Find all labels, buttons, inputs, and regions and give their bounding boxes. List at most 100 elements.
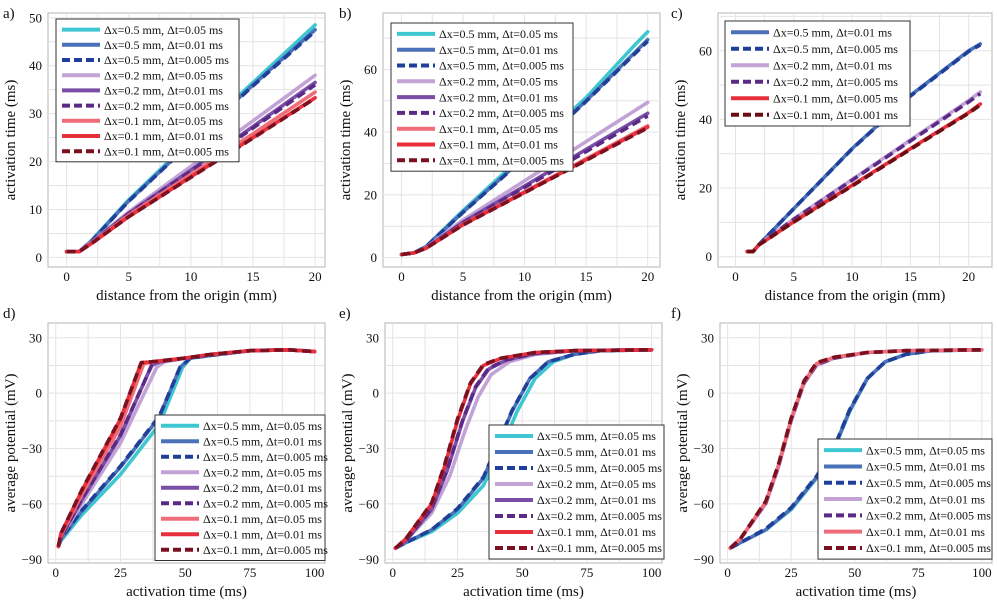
legend-entry-label: Δx=0.5 mm, Δt=0.05 ms — [203, 419, 322, 433]
series-line — [747, 103, 982, 254]
legend-entry-label: Δx=0.1 mm, Δt=0.005 ms — [773, 91, 898, 105]
y-axis-label: average potential (mV) — [3, 373, 19, 512]
legend-entry-label: Δx=0.1 mm, Δt=0.005 ms — [866, 541, 991, 555]
x-tick-label: 5 — [125, 269, 132, 284]
y-axis-label: activation time (ms) — [673, 80, 689, 201]
panel-label: b) — [339, 6, 352, 22]
series-line — [66, 29, 317, 254]
x-tick-label: 75 — [243, 565, 256, 580]
x-axis-label: activation time (ms) — [796, 584, 917, 600]
legend-entry-label: Δx=0.5 mm, Δt=0.005 ms — [439, 59, 564, 73]
y-tick-label: 50 — [29, 10, 42, 25]
panel-f: 0 25 50 75 100 −90 −60 −30 0 30 activation time (m… — [671, 306, 993, 600]
legend-entry-label: Δx=0.2 mm, Δt=0.01 ms — [537, 493, 656, 507]
series-line — [66, 96, 317, 254]
legend-entry-label: Δx=0.1 mm, Δt=0.001 ms — [773, 108, 898, 122]
x-tick-label: 20 — [962, 269, 975, 284]
legend-entry-label: Δx=0.1 mm, Δt=0.005 ms — [537, 541, 662, 555]
y-tick-label: −60 — [359, 496, 379, 511]
y-axis-label: activation time (ms) — [3, 80, 19, 201]
legend-entry-label: Δx=0.1 mm, Δt=0.005 ms — [104, 144, 229, 158]
legend-entry-label: Δx=0.2 mm, Δt=0.01 ms — [866, 492, 985, 506]
legend-entry-label: Δx=0.2 mm, Δt=0.05 ms — [439, 75, 558, 89]
x-tick-label: 5 — [460, 269, 467, 284]
y-tick-label: −30 — [694, 441, 714, 456]
y-tick-label: 0 — [708, 386, 715, 401]
x-axis-label: distance from the origin (mm) — [96, 288, 277, 304]
series-line — [399, 125, 650, 257]
legend-entry-label: Δx=0.5 mm, Δt=0.05 ms — [104, 23, 223, 37]
x-axis-label: activation time (ms) — [126, 584, 247, 600]
series-line — [56, 347, 315, 547]
legend-entry-label: Δx=0.1 mm, Δt=0.05 ms — [439, 122, 558, 136]
y-tick-label: 30 — [701, 330, 714, 345]
x-tick-label: 50 — [516, 565, 529, 580]
x-tick-label: 0 — [724, 565, 731, 580]
legend-entry-label: Δx=0.2 mm, Δt=0.01 ms — [439, 90, 558, 104]
x-tick-label: 100 — [642, 565, 662, 580]
y-tick-label: 10 — [29, 202, 42, 217]
legend-entry-label: Δx=0.5 mm, Δt=0.01 ms — [537, 445, 656, 459]
legend-entry-label: Δx=0.2 mm, Δt=0.05 ms — [104, 68, 223, 82]
y-axis-label: average potential (mV) — [340, 373, 356, 512]
y-tick-label: 0 — [36, 386, 43, 401]
y-tick-label: −90 — [359, 552, 379, 567]
legend-entry-label: Δx=0.1 mm, Δt=0.05 ms — [203, 512, 322, 526]
series-line — [394, 348, 652, 550]
y-tick-label: 40 — [29, 58, 42, 73]
x-tick-label: 0 — [63, 269, 70, 284]
legend-entry-label: Δx=0.2 mm, Δt=0.01 ms — [203, 481, 322, 495]
panel-b: 0 5 10 15 20 0 20 40 60 distance from the origin … — [338, 6, 661, 304]
legend-entry-label: Δx=0.5 mm, Δt=0.005 ms — [537, 461, 662, 475]
x-tick-label: 10 — [518, 269, 531, 284]
legend-entry-label: Δx=0.2 mm, Δt=0.005 ms — [866, 509, 991, 523]
legend-entry-label: Δx=0.1 mm, Δt=0.05 ms — [104, 114, 223, 128]
series-line — [729, 348, 982, 550]
y-tick-label: 0 — [36, 250, 43, 265]
y-tick-label: 0 — [373, 386, 380, 401]
y-tick-label: 40 — [364, 125, 377, 140]
y-tick-label: 60 — [364, 62, 377, 77]
y-tick-label: −60 — [22, 496, 42, 511]
x-tick-label: 100 — [972, 565, 992, 580]
legend-entry-label: Δx=0.5 mm, Δt=0.05 ms — [439, 27, 558, 41]
legend-entry-label: Δx=0.5 mm, Δt=0.01 ms — [439, 43, 558, 57]
y-tick-label: 20 — [699, 181, 712, 196]
x-tick-label: 25 — [451, 565, 464, 580]
legend-entry-label: Δx=0.1 mm, Δt=0.01 ms — [537, 525, 656, 539]
panel-d: 0 25 50 75 100 −90 −60 −30 0 30 activation time (m… — [3, 306, 328, 600]
y-tick-label: 0 — [371, 250, 378, 265]
series-line — [394, 348, 652, 550]
legend-entry-label: Δx=0.5 mm, Δt=0.01 ms — [866, 460, 985, 474]
x-tick-label: 20 — [641, 269, 654, 284]
x-tick-label: 0 — [398, 269, 405, 284]
panel-label: f) — [671, 306, 681, 322]
y-tick-label: 30 — [29, 106, 42, 121]
legend-box — [488, 424, 665, 560]
x-tick-label: 0 — [390, 565, 397, 580]
x-tick-label: 25 — [785, 565, 798, 580]
legend-entry-label: Δx=0.2 mm, Δt=0.005 ms — [104, 99, 229, 113]
panel-a: 0 5 10 15 20 0 10 20 30 40 50 distance from the ori… — [3, 6, 326, 304]
x-tick-label: 25 — [114, 565, 127, 580]
y-tick-label: 20 — [364, 187, 377, 202]
legend-entry-label: Δx=0.1 mm, Δt=0.01 ms — [203, 527, 322, 541]
legend-entry-label: Δx=0.5 mm, Δt=0.05 ms — [866, 443, 985, 457]
x-tick-label: 15 — [246, 269, 259, 284]
panel-e: 0 25 50 75 100 −90 −60 −30 0 30 activation time (m… — [339, 306, 665, 600]
panel-label: d) — [3, 306, 16, 322]
x-tick-label: 15 — [904, 269, 917, 284]
x-axis-label: distance from the origin (mm) — [431, 288, 612, 304]
legend-box — [724, 20, 911, 127]
y-tick-label: −30 — [22, 441, 42, 456]
panel-label: c) — [671, 6, 683, 22]
y-tick-label: 20 — [29, 154, 42, 169]
x-axis-label: distance from the origin (mm) — [765, 288, 946, 304]
legend-entry-label: Δx=0.5 mm, Δt=0.01 ms — [104, 38, 223, 52]
legend-entry-label: Δx=0.1 mm, Δt=0.005 ms — [439, 154, 564, 168]
x-tick-label: 15 — [580, 269, 593, 284]
x-tick-label: 20 — [309, 269, 322, 284]
legend-entry-label: Δx=0.2 mm, Δt=0.01 ms — [773, 58, 892, 72]
y-tick-label: 0 — [706, 249, 713, 264]
